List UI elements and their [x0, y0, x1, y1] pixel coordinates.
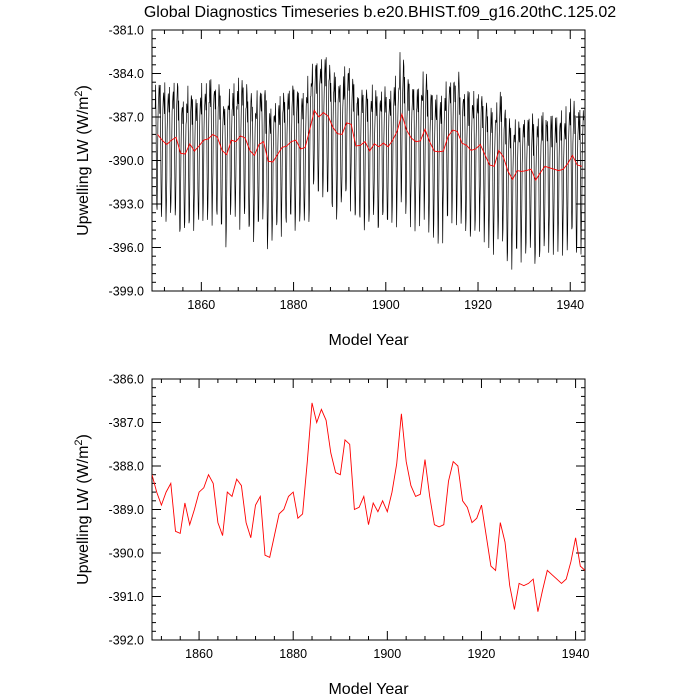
x-tick-label: 1920 [464, 298, 492, 312]
y-axis-label: Upwelling LW (W/m2) [73, 85, 92, 236]
monthly-series-line [154, 52, 585, 270]
annual-series-line [157, 109, 582, 182]
y-axis-label-tail: ) [75, 85, 92, 90]
chart-title: Global Diagnostics Timeseries b.e20.BHIS… [144, 4, 616, 21]
bottom-panel: 1860 1880 1900 1920 1940 -386.0 -387.0 -388.0 -3… [73, 373, 590, 699]
x-tick-label: 1900 [373, 647, 401, 661]
x-tick-label: 1860 [185, 647, 213, 661]
x-tick-label: 1920 [468, 647, 496, 661]
y-axis-label-tail: ) [75, 434, 92, 439]
y-axis-label: Upwelling LW (W/m2) [73, 434, 92, 585]
y-axis-label-main: Upwelling LW (W/m [75, 446, 92, 585]
x-tick-label: 1880 [279, 647, 307, 661]
y-axis-label-superscript: 2 [73, 439, 85, 445]
x-tick-label: 1860 [187, 298, 215, 312]
y-axis-label-main: Upwelling LW (W/m [75, 97, 92, 236]
y-tick-label: -396.0 [109, 241, 144, 255]
x-tick-label: 1880 [280, 298, 308, 312]
y-tick-label: -381.0 [109, 24, 144, 38]
x-tick-label: 1900 [372, 298, 400, 312]
y-tick-label: -389.0 [109, 503, 144, 517]
y-axis-label-superscript: 2 [73, 90, 85, 96]
x-tick-label: 1940 [556, 298, 584, 312]
y-tick-label: -387.0 [109, 416, 144, 430]
x-tick-label: 1940 [562, 647, 590, 661]
y-tick-label: -393.0 [109, 198, 144, 212]
y-tick-label: -391.0 [109, 590, 144, 604]
annual-series-line [152, 402, 585, 612]
y-tick-label: -392.0 [109, 634, 144, 648]
y-tick-label: -399.0 [109, 285, 144, 299]
y-tick-label: -384.0 [109, 67, 144, 81]
y-tick-label: -387.0 [109, 111, 144, 125]
x-axis-label: Model Year [328, 681, 409, 698]
plot-frame [151, 378, 586, 641]
x-axis-label: Model Year [328, 332, 409, 349]
y-tick-label: -390.0 [109, 547, 144, 561]
y-tick-label: -390.0 [109, 154, 144, 168]
y-tick-label: -388.0 [109, 460, 144, 474]
y-tick-label: -386.0 [109, 373, 144, 387]
top-panel: 1860 1880 1900 1920 1940 -381.0 -384.0 -387.0 -3… [73, 24, 586, 349]
